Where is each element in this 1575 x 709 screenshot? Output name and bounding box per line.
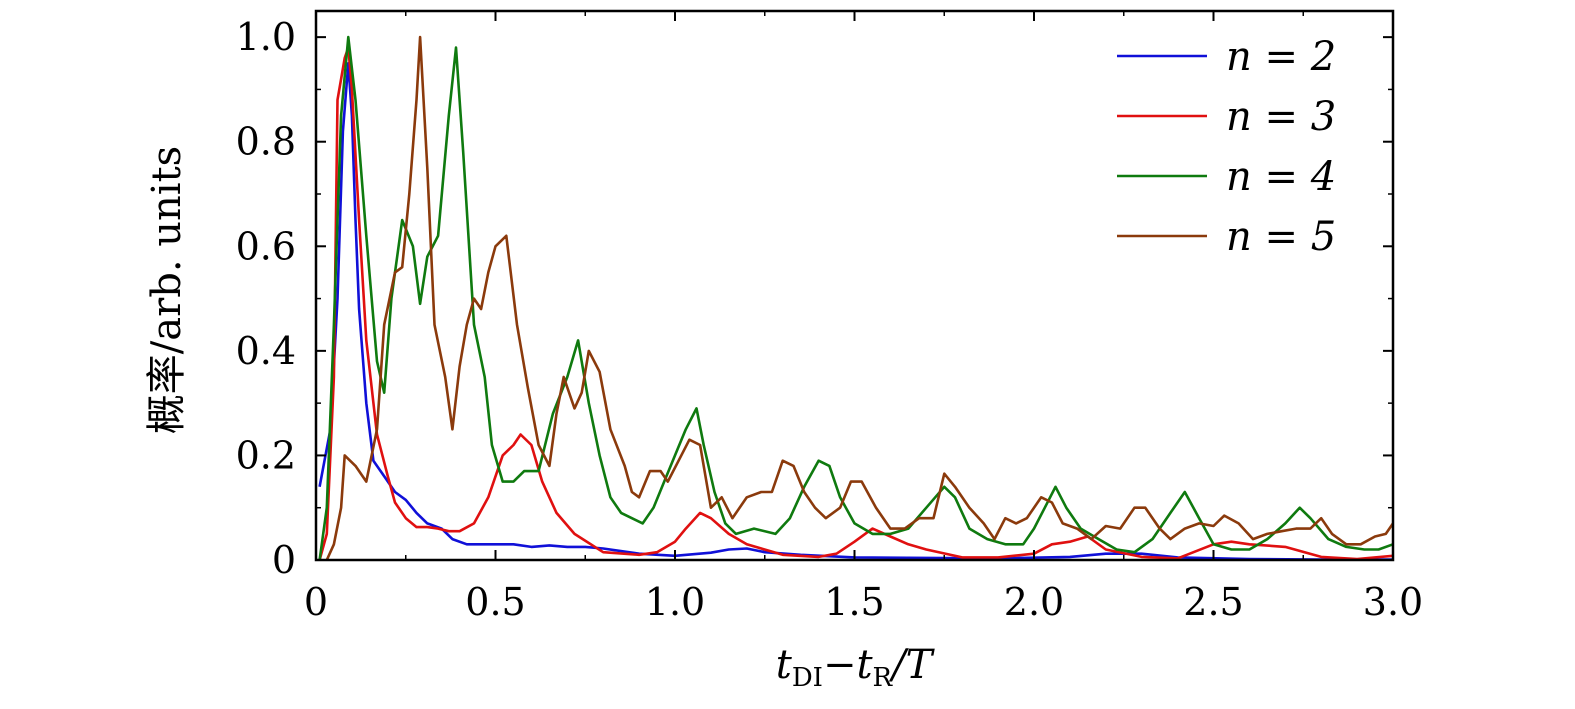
x-tick-label: 0.5	[465, 580, 525, 624]
x-tick-label: 2.0	[1004, 580, 1064, 624]
x-tick-label: 1.5	[824, 580, 884, 624]
y-tick-label: 0.2	[236, 433, 296, 477]
y-tick-label: 0.6	[236, 224, 296, 268]
x-tick-label: 1.0	[645, 580, 705, 624]
series-line-5	[325, 35, 1395, 561]
y-axis-label: 概率/arb. units	[144, 146, 190, 434]
series-line-4	[318, 35, 1394, 561]
x-tick-label: 3.0	[1363, 580, 1423, 624]
legend-label-3: n = 3	[1226, 94, 1336, 140]
y-tick-label: 1.0	[236, 15, 296, 59]
legend-label-2: n = 2	[1226, 34, 1336, 80]
legend: n = 2 n = 3 n = 4 n = 5	[1117, 34, 1336, 260]
x-tick-label: 2.5	[1183, 580, 1243, 624]
x-axis-label: tDI−tR/T	[776, 642, 936, 693]
y-tick-label: 0	[272, 538, 296, 582]
legend-label-5: n = 5	[1226, 214, 1336, 260]
y-tick-label: 0.4	[236, 329, 296, 373]
legend-label-4: n = 4	[1226, 154, 1336, 200]
axis-ticks: 0 0.5 1.0 1.5 2.0 2.5 3.0 0 0.2 0.4 0.6 0.8 1.0	[236, 11, 1423, 624]
y-tick-label: 0.8	[236, 120, 296, 164]
x-tick-label: 0	[304, 580, 328, 624]
plot-lines	[318, 35, 1395, 561]
